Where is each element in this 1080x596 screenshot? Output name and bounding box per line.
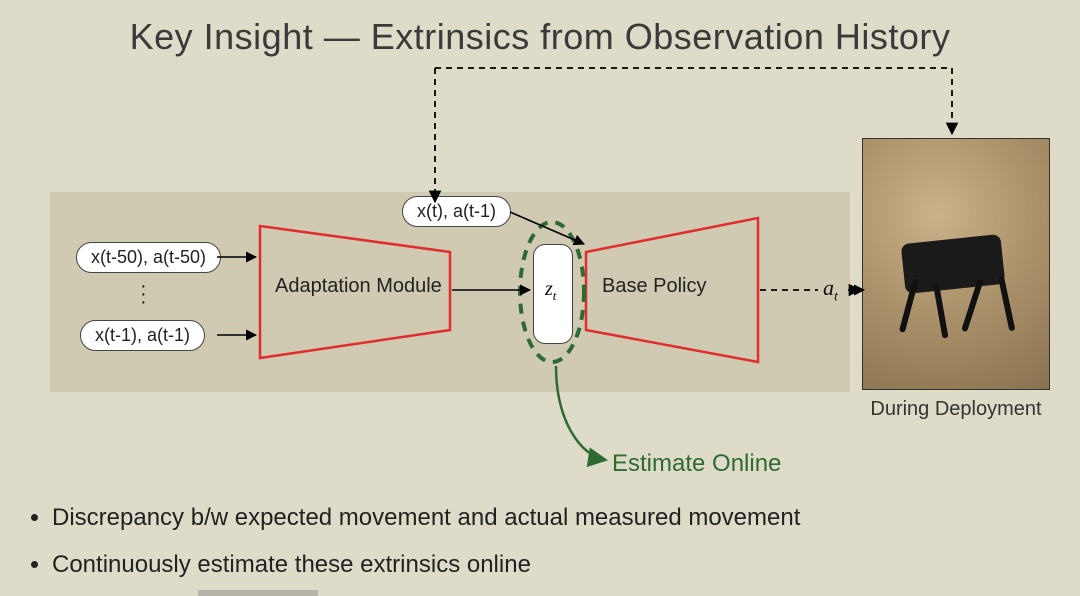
latent-label: zt: [545, 278, 556, 304]
action-label: at: [823, 275, 838, 305]
bullet-item: Discrepancy b/w expected movement and ac…: [52, 502, 800, 533]
robot-caption: During Deployment: [862, 398, 1050, 421]
history-first-pill: x(t-50), a(t-50): [76, 242, 221, 273]
decorative-bar: [198, 590, 318, 596]
history-vdots: ···: [140, 282, 147, 306]
page-title: Key Insight — Extrinsics from Observatio…: [0, 16, 1080, 58]
base-policy-label: Base Policy: [602, 275, 707, 298]
estimate-online-label: Estimate Online: [612, 450, 781, 478]
bullet-list: Discrepancy b/w expected movement and ac…: [30, 502, 800, 596]
current-obs-pill: x(t), a(t-1): [402, 196, 511, 227]
robot-deployment-image: [862, 138, 1050, 390]
bullet-item: Continuously estimate these extrinsics o…: [52, 549, 800, 580]
adaptation-module-label: Adaptation Module: [275, 275, 442, 298]
history-last-pill: x(t-1), a(t-1): [80, 320, 205, 351]
